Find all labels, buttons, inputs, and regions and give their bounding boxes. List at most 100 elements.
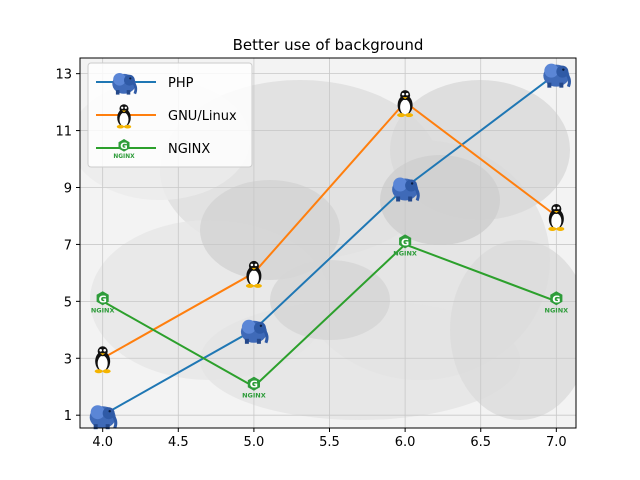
php-leg xyxy=(559,82,564,88)
tux-belly xyxy=(119,112,129,127)
php-ear xyxy=(393,177,408,192)
background-shape xyxy=(270,260,390,340)
tux-belly xyxy=(97,355,108,371)
php-elephant-icon xyxy=(392,177,420,202)
php-ear xyxy=(241,319,256,334)
nginx-wordmark: NGINX xyxy=(545,306,569,314)
php-elephant-icon xyxy=(89,405,118,430)
tux-penguin-icon xyxy=(245,260,262,288)
tux-eye xyxy=(557,206,560,210)
nginx-hexagon xyxy=(247,376,260,391)
x-tick-label: 4.0 xyxy=(92,435,113,450)
tux-eye xyxy=(553,206,556,210)
nginx-wordmark: NGINX xyxy=(113,154,135,160)
y-tick-label: 1 xyxy=(64,409,72,424)
series-line-nginx xyxy=(102,243,557,388)
php-trunk xyxy=(111,414,118,429)
legend-label-gnu-linux: GNU/Linux xyxy=(168,109,237,124)
tux-eye xyxy=(250,263,254,267)
tux-penguin-icon xyxy=(94,346,111,374)
series-line-gnu-linux xyxy=(102,100,557,360)
nginx-wordmark: NGINX xyxy=(242,392,266,400)
php-trunk xyxy=(262,328,269,344)
php-leg xyxy=(244,338,249,344)
y-tick-label: 11 xyxy=(55,125,72,140)
php-leg xyxy=(93,424,98,430)
php-leg xyxy=(396,196,401,202)
tux-beak xyxy=(121,110,127,113)
tux-foot xyxy=(124,124,132,129)
nginx-hexagon xyxy=(118,139,130,152)
php-trunk xyxy=(565,72,571,88)
php-eye xyxy=(562,68,565,71)
tux-eye xyxy=(405,92,409,96)
plot-frame xyxy=(79,57,577,429)
background-photo xyxy=(80,58,576,428)
nginx-wordmark: NGINX xyxy=(393,249,417,257)
tux-head xyxy=(551,203,562,214)
php-ear xyxy=(544,63,559,78)
legend-label-php: PHP xyxy=(168,76,194,91)
tux-eye xyxy=(99,348,102,352)
y-tick-label: 7 xyxy=(64,238,72,253)
nginx-glyph: G xyxy=(250,380,258,391)
nginx-glyph: G xyxy=(99,294,107,305)
php-elephant-icon xyxy=(240,319,269,344)
php-elephant-icon xyxy=(112,73,138,95)
tux-foot xyxy=(405,113,414,118)
tux-penguin-icon xyxy=(548,203,565,231)
php-leg xyxy=(547,82,552,88)
nginx-glyph: G xyxy=(401,237,409,248)
php-trunk xyxy=(131,81,138,95)
tux-beak xyxy=(553,210,559,213)
tux-beak xyxy=(251,267,257,270)
tux-head xyxy=(97,346,108,357)
nginx-wordmark: NGINX xyxy=(91,306,115,314)
tux-foot xyxy=(397,113,406,118)
background-shape xyxy=(380,155,500,245)
x-tick-label: 5.0 xyxy=(244,435,265,450)
php-leg xyxy=(256,338,261,344)
tux-foot xyxy=(253,283,262,288)
nginx-glyph: G xyxy=(552,294,560,305)
tux-foot xyxy=(245,283,254,288)
php-ear xyxy=(90,405,105,420)
tux-eye xyxy=(124,106,127,109)
grid xyxy=(80,58,576,428)
php-leg xyxy=(115,90,120,95)
background-shape xyxy=(200,300,520,420)
tux-foot xyxy=(548,226,557,231)
php-leg xyxy=(105,424,110,430)
tux-penguin-icon xyxy=(116,104,132,129)
php-leg xyxy=(408,196,413,202)
series-lines xyxy=(102,72,557,417)
x-tick-label: 7.0 xyxy=(546,435,567,450)
nginx-hexagon xyxy=(96,291,109,306)
tux-beak xyxy=(100,353,106,356)
php-eye xyxy=(410,182,414,185)
chart-title: Better use of background xyxy=(233,36,424,54)
x-tick-label: 6.0 xyxy=(395,435,416,450)
php-ear xyxy=(113,73,126,86)
x-tick-label: 4.5 xyxy=(168,435,189,450)
tux-belly xyxy=(400,99,411,115)
nginx-hexagon xyxy=(550,291,563,306)
tux-head xyxy=(400,90,411,101)
tux-foot xyxy=(116,124,124,129)
nginx-hexagon xyxy=(399,234,412,249)
php-elephant-icon xyxy=(543,63,571,88)
x-tick-label: 5.5 xyxy=(319,435,340,450)
y-tick-label: 3 xyxy=(64,352,72,367)
y-tick-label: 5 xyxy=(64,295,72,310)
tux-eye xyxy=(103,348,106,352)
tux-eye xyxy=(401,92,405,96)
y-tick-label: 13 xyxy=(55,68,72,83)
background-shape xyxy=(450,240,576,420)
tux-head xyxy=(248,260,259,271)
php-eye xyxy=(259,324,263,328)
